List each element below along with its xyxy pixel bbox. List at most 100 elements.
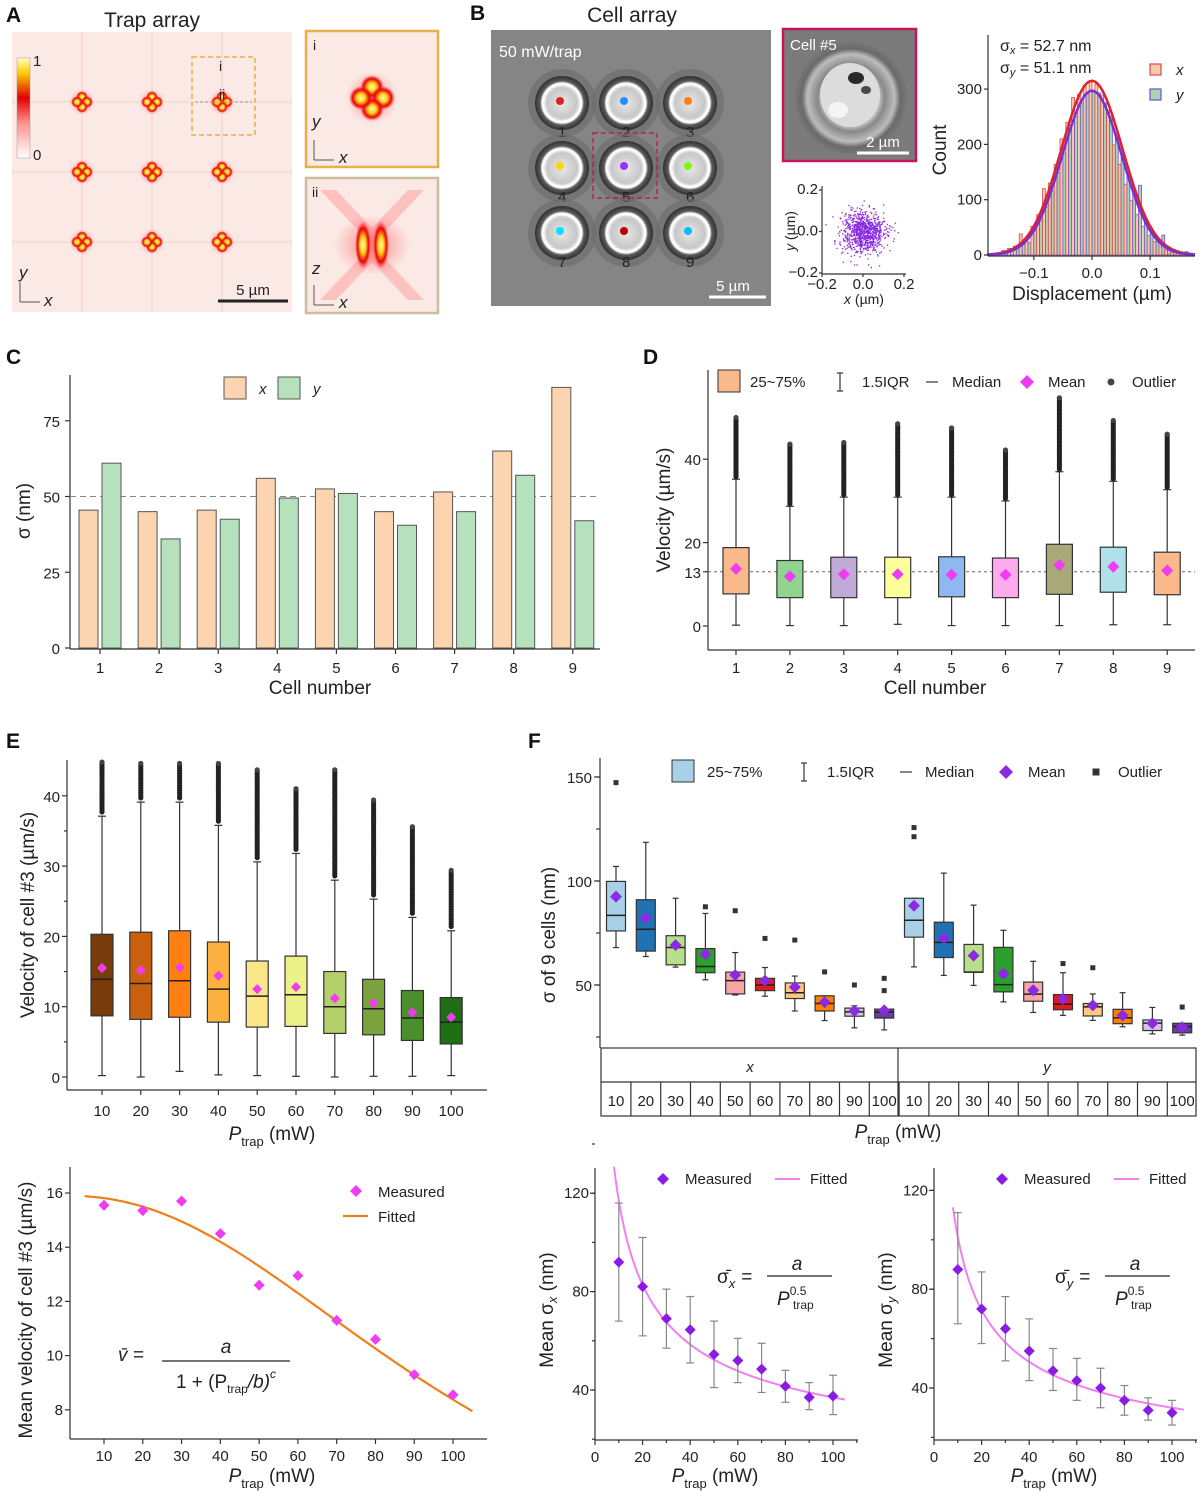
x-tick-label: 80 — [777, 1449, 794, 1466]
scatter-point — [883, 247, 885, 249]
cell-ring — [669, 147, 711, 189]
scatter-point — [845, 223, 847, 225]
scatter-point — [859, 247, 862, 249]
scatter-point — [873, 235, 875, 237]
category-label: 30 — [965, 1093, 982, 1110]
scatter-point — [879, 228, 882, 230]
cell-4: 4 — [528, 134, 596, 206]
equation-denominator: 1 + (Ptrap/b)c — [176, 1367, 276, 1396]
outlier-point — [733, 414, 739, 421]
x-tick-label: −0.1 — [1019, 265, 1049, 282]
den-p: P — [777, 1289, 790, 1310]
scatter-point — [887, 234, 890, 236]
x-tick-label: 70 — [328, 1448, 345, 1465]
scatter-point — [855, 225, 857, 227]
scatter-point — [860, 209, 863, 211]
scatter-point — [877, 231, 880, 233]
scatter-point — [869, 233, 871, 235]
scatter-point — [860, 234, 862, 236]
mean-marker — [837, 568, 850, 581]
scatter-point — [864, 239, 866, 241]
mean-marker — [329, 993, 340, 1004]
outlier-point — [1002, 447, 1009, 453]
scatter-point — [860, 214, 863, 216]
legend-mean-icon — [999, 765, 1013, 779]
box-1 — [722, 414, 750, 626]
category-label: 40 — [995, 1093, 1012, 1110]
equation-lhs: σ̄y = — [1055, 1267, 1090, 1291]
legend-fitted-label: Fitted — [1149, 1171, 1187, 1188]
scatter-point — [870, 221, 872, 223]
outlier-point — [1179, 1004, 1185, 1010]
category-label: 10 — [906, 1093, 923, 1110]
scatter-point — [842, 248, 844, 250]
scatter-point — [872, 243, 874, 245]
scatter-point — [858, 218, 861, 220]
scatter-point — [881, 221, 883, 223]
scatter-point — [873, 246, 875, 248]
y-axis-label: Velocity (µm/s) — [654, 448, 675, 573]
scatter-point — [874, 244, 876, 246]
scatter-point — [874, 249, 877, 251]
scatter-point — [870, 235, 872, 237]
scatter-point — [856, 237, 859, 239]
label-main: P — [229, 1124, 242, 1145]
scatter-point — [867, 227, 869, 229]
scatter-point — [856, 228, 858, 231]
outlier-point — [732, 908, 738, 914]
scatter-point — [854, 226, 856, 228]
scatter-point — [852, 214, 854, 217]
scatter-point — [855, 250, 858, 252]
scatter-point — [862, 247, 865, 250]
scatter-point — [866, 220, 868, 222]
scatter-point — [873, 247, 875, 249]
scatter-point — [853, 210, 856, 213]
mean-marker — [174, 962, 185, 973]
scale-bar-label: 5 µm — [716, 278, 750, 295]
scatter-point — [845, 220, 848, 222]
scatter-point — [850, 235, 853, 237]
den-sup: 0.5 — [790, 1284, 807, 1298]
cell-number-label: 9 — [686, 254, 694, 271]
scatter-point — [843, 246, 846, 248]
scatter-point — [847, 235, 849, 237]
label-sub: y — [884, 1295, 899, 1304]
y-tick-label: 0 — [52, 1070, 60, 1087]
scatter-point — [875, 251, 878, 253]
scatter-point — [872, 228, 874, 230]
scatter-point — [868, 237, 870, 239]
scatter-point — [858, 227, 860, 230]
x-axis-var: x — [843, 291, 852, 307]
y-tick-label: 0 — [693, 619, 701, 636]
x-tick-label: 1 — [96, 660, 104, 677]
box-90 — [1142, 1006, 1163, 1035]
scatter-point — [862, 224, 864, 226]
scatter-point — [855, 221, 857, 223]
box-50 — [245, 767, 269, 1077]
scatter-point — [875, 243, 877, 245]
scatter-point — [859, 249, 862, 251]
bar-y — [278, 497, 299, 649]
scatter-point — [890, 229, 892, 231]
scatter-point — [876, 238, 878, 240]
scatter-point — [872, 215, 875, 217]
den-sub: trap — [227, 1382, 248, 1396]
scatter-point — [854, 227, 856, 229]
scatter-point — [868, 237, 871, 239]
scatter-point — [853, 254, 856, 257]
measured-point — [999, 1323, 1011, 1335]
scatter-point — [876, 231, 878, 233]
mean-marker — [1116, 1009, 1129, 1022]
displacement-scatter-plot: −0.2 0.0 0.2−0.20.00.2x (µm)y (µm) — [782, 181, 914, 307]
y-tick-label: 75 — [43, 414, 60, 431]
legend-swatch-y — [1149, 88, 1162, 101]
scatter-point — [869, 227, 871, 230]
scatter-point — [871, 240, 873, 243]
mean-marker — [967, 949, 980, 962]
cell-centroid-marker — [620, 162, 628, 170]
trap-spot — [68, 88, 96, 116]
box-80 — [814, 969, 835, 1022]
scatter-point — [847, 222, 849, 224]
scatter-point — [877, 228, 879, 230]
scatter-point — [853, 246, 855, 249]
